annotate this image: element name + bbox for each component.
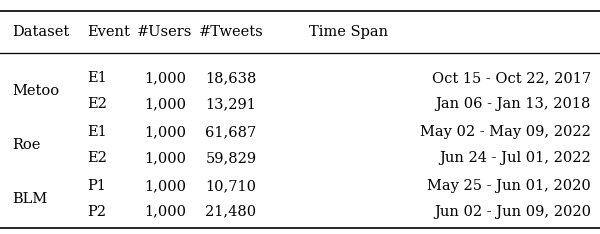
Text: Jan 06 - Jan 13, 2018: Jan 06 - Jan 13, 2018 (436, 97, 591, 111)
Text: E1: E1 (87, 71, 107, 85)
Text: E1: E1 (87, 125, 107, 139)
Text: 1,000: 1,000 (144, 125, 186, 139)
Text: #Users: #Users (137, 25, 193, 39)
Text: E2: E2 (87, 151, 107, 165)
Text: 13,291: 13,291 (206, 97, 256, 111)
Text: BLM: BLM (12, 192, 47, 206)
Text: Event: Event (87, 25, 130, 39)
Text: 18,638: 18,638 (205, 71, 257, 85)
Text: E2: E2 (87, 97, 107, 111)
Text: Roe: Roe (12, 138, 40, 152)
Text: Jun 24 - Jul 01, 2022: Jun 24 - Jul 01, 2022 (439, 151, 591, 165)
Text: May 25 - Jun 01, 2020: May 25 - Jun 01, 2020 (427, 179, 591, 193)
Text: 59,829: 59,829 (205, 151, 257, 165)
Text: P1: P1 (87, 179, 106, 193)
Text: P2: P2 (87, 205, 106, 219)
Text: 1,000: 1,000 (144, 205, 186, 219)
Text: Time Span: Time Span (309, 25, 388, 39)
Text: May 02 - May 09, 2022: May 02 - May 09, 2022 (420, 125, 591, 139)
Text: 1,000: 1,000 (144, 97, 186, 111)
Text: Oct 15 - Oct 22, 2017: Oct 15 - Oct 22, 2017 (432, 71, 591, 85)
Text: 10,710: 10,710 (205, 179, 257, 193)
Text: 1,000: 1,000 (144, 71, 186, 85)
Text: Jun 02 - Jun 09, 2020: Jun 02 - Jun 09, 2020 (434, 205, 591, 219)
Text: 1,000: 1,000 (144, 151, 186, 165)
Text: 61,687: 61,687 (205, 125, 257, 139)
Text: #Tweets: #Tweets (199, 25, 263, 39)
Text: Dataset: Dataset (12, 25, 69, 39)
Text: 21,480: 21,480 (205, 205, 257, 219)
Text: Metoo: Metoo (12, 84, 59, 98)
Text: 1,000: 1,000 (144, 179, 186, 193)
